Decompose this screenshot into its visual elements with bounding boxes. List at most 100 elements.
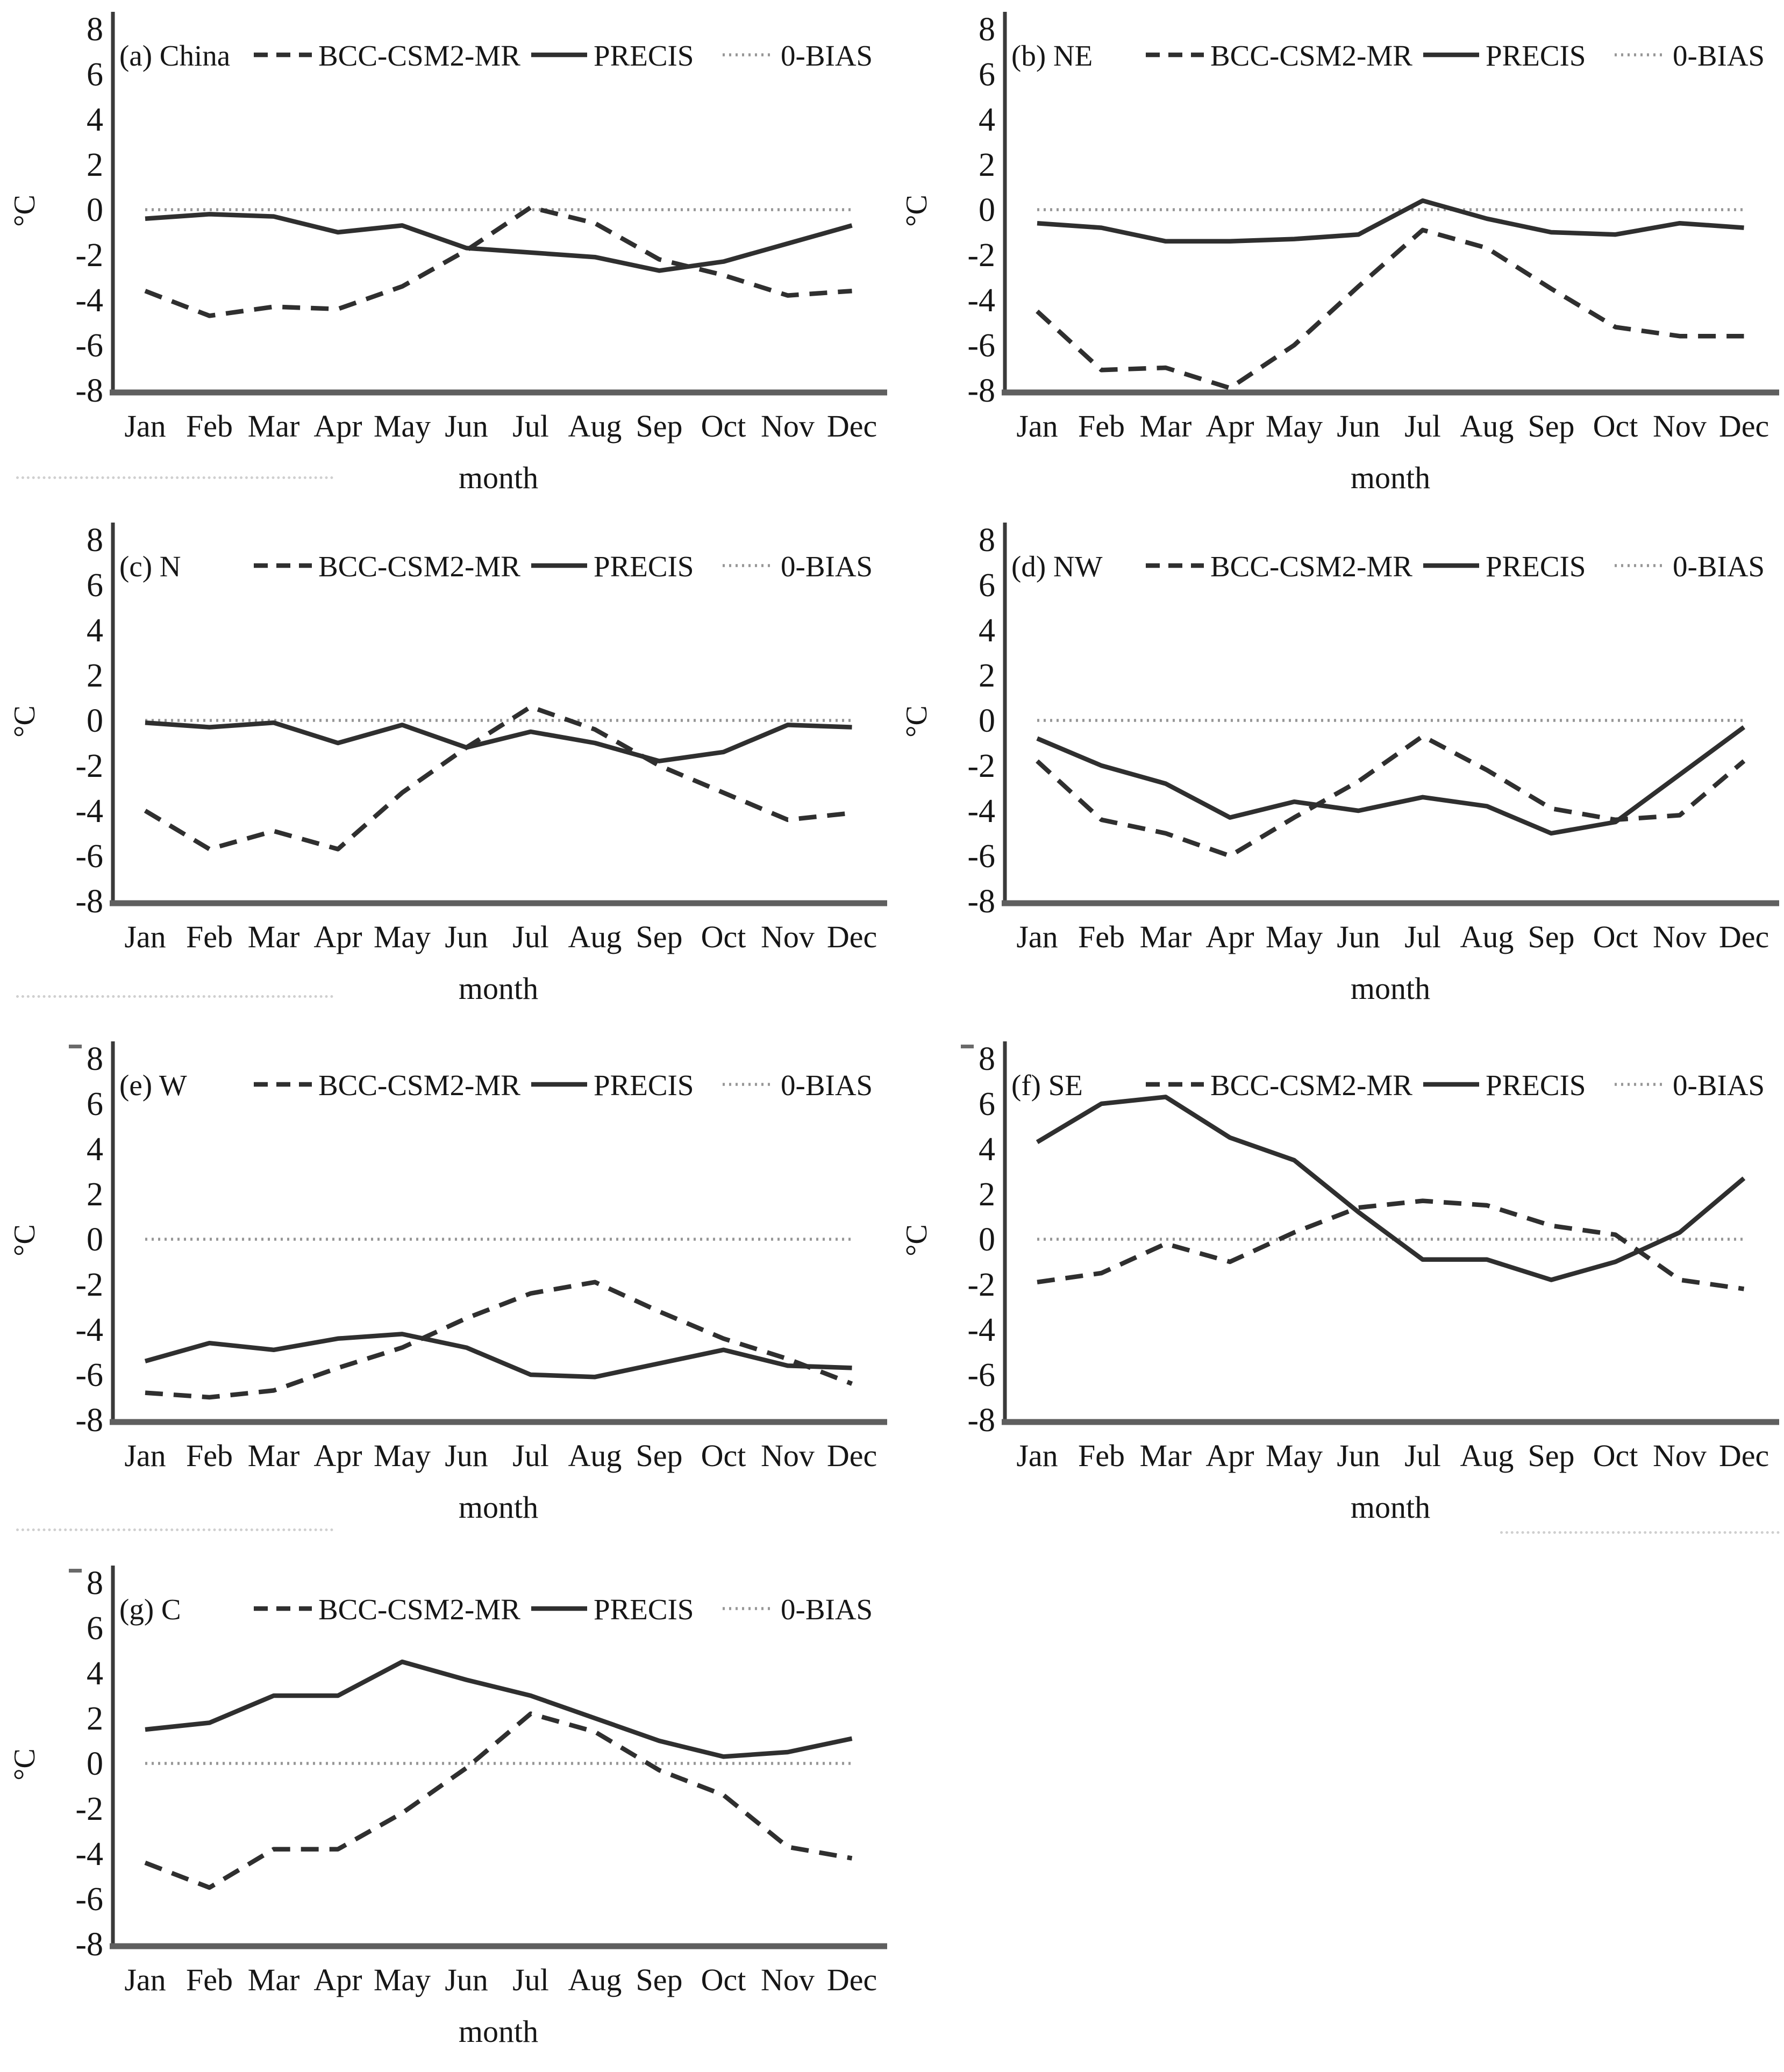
y-axis-title: °C <box>8 1224 41 1256</box>
legend-label: 0-BIAS <box>1673 550 1765 583</box>
x-tick-label: Aug <box>568 1962 622 1997</box>
y-tick-label: 4 <box>87 1131 103 1168</box>
y-tick-label: -6 <box>75 1881 103 1918</box>
y-tick-label: -2 <box>967 237 995 274</box>
x-tick-label: Jan <box>124 919 166 954</box>
artifact-mark <box>961 1045 974 1048</box>
legend-label: 0-BIAS <box>781 550 873 583</box>
precis-line <box>144 1332 852 1380</box>
x-tick-label: Dec <box>827 409 877 444</box>
y-tick-label: 0 <box>979 1221 995 1258</box>
y-axis-title: °C <box>8 705 41 738</box>
y-tick-label: -4 <box>75 1312 103 1348</box>
x-tick-label: Aug <box>568 1438 622 1473</box>
x-tick-label: Apr <box>313 1962 362 1997</box>
x-tick-label: Jul <box>1404 919 1441 954</box>
y-axis-title: °C <box>900 1224 933 1256</box>
x-tick-label: Mar <box>1140 409 1192 444</box>
x-tick-label: Nov <box>1653 409 1707 444</box>
x-tick-label: Nov <box>1653 919 1707 954</box>
y-tick-label: -4 <box>967 282 995 319</box>
y-tick-label: -2 <box>967 748 995 784</box>
legend-label: BCC-CSM2-MR <box>318 1069 520 1102</box>
y-tick-label: 6 <box>979 56 995 93</box>
legend-label: BCC-CSM2-MR <box>318 550 520 583</box>
x-tick-label: Dec <box>827 1438 877 1473</box>
legend-label: BCC-CSM2-MR <box>318 1593 520 1626</box>
x-tick-label: May <box>1266 409 1323 444</box>
artifact-dotted-line <box>16 995 333 998</box>
x-tick-label: Jun <box>1337 919 1380 954</box>
y-tick-label: -6 <box>75 327 103 364</box>
y-tick-label: 6 <box>979 567 995 604</box>
y-tick-label: 0 <box>87 1746 103 1782</box>
x-tick-label: Jun <box>1337 1438 1380 1473</box>
x-tick-label: Oct <box>701 1962 746 1997</box>
bcc-csm2-mr-line <box>1037 1198 1745 1291</box>
artifact-dotted-line <box>16 476 333 479</box>
y-tick-label: 6 <box>979 1086 995 1123</box>
legend-label: BCC-CSM2-MR <box>1210 1069 1412 1102</box>
x-axis-title: month <box>459 460 538 495</box>
legend-label: 0-BIAS <box>781 39 873 72</box>
y-tick-label: 4 <box>979 1131 995 1168</box>
precis-line <box>145 212 853 273</box>
x-tick-label: Oct <box>701 409 746 444</box>
x-tick-label: Jul <box>1404 409 1441 444</box>
x-tick-label: Nov <box>761 409 815 444</box>
x-tick-label: Nov <box>761 1438 815 1473</box>
x-tick-label: Jun <box>445 1962 488 1997</box>
legend-label: PRECIS <box>1486 550 1586 583</box>
x-tick-label: Aug <box>568 919 622 954</box>
x-tick-label: Feb <box>186 1962 233 1997</box>
y-tick-label: -2 <box>967 1267 995 1303</box>
x-tick-label: Oct <box>1593 919 1638 954</box>
x-tick-label: May <box>1266 919 1323 954</box>
y-axis-title: °C <box>8 195 41 227</box>
x-tick-label: Sep <box>1528 919 1575 954</box>
panel-label: (g) C <box>119 1593 181 1626</box>
x-tick-label: Apr <box>313 919 362 954</box>
y-axis-title: °C <box>900 195 933 227</box>
y-tick-label: 2 <box>87 1701 103 1737</box>
x-tick-label: Sep <box>636 409 683 444</box>
y-tick-label: 6 <box>87 567 103 604</box>
y-tick-label: 0 <box>979 192 995 228</box>
y-tick-label: -6 <box>75 838 103 875</box>
chart-canvas: 8 6 4 2 0 -2 -4 -6 -8 °C Jan Feb Mar Apr May Jun Jul Aug S… <box>8 1565 887 2049</box>
x-tick-label: Sep <box>1528 1438 1575 1473</box>
y-tick-label: -2 <box>75 1267 103 1303</box>
legend-label: 0-BIAS <box>1673 1069 1765 1102</box>
x-tick-label: Apr <box>1205 1438 1254 1473</box>
legend-label: PRECIS <box>594 1593 694 1626</box>
panel-f-se-chart: 8 6 4 2 0 -2 -4 -6 -8 °C Jan Feb Mar Apr May Jun Jul Aug S… <box>892 1030 1784 1547</box>
x-tick-label: Nov <box>761 1962 815 1997</box>
bcc-csm2-mr-line <box>144 704 852 852</box>
x-tick-label: Jul <box>512 919 549 954</box>
x-tick-label: Aug <box>1460 409 1514 444</box>
y-tick-label: 0 <box>87 1221 103 1258</box>
x-tick-label: Dec <box>827 1962 877 1997</box>
precis-line <box>1036 725 1746 836</box>
legend-label: PRECIS <box>594 1069 694 1102</box>
y-tick-label: -8 <box>75 883 103 920</box>
x-axis-title: month <box>459 971 538 1006</box>
y-tick-label: 0 <box>87 703 103 739</box>
y-tick-label: -8 <box>967 883 995 920</box>
x-tick-label: Apr <box>313 409 362 444</box>
x-tick-label: Mar <box>1140 919 1192 954</box>
x-tick-label: Sep <box>1528 409 1575 444</box>
y-tick-label: -6 <box>967 838 995 875</box>
legend-label: 0-BIAS <box>781 1593 873 1626</box>
y-tick-label: 8 <box>87 1565 103 1602</box>
y-tick-label: 6 <box>87 1610 103 1647</box>
x-tick-label: May <box>374 409 431 444</box>
x-tick-label: Feb <box>186 1438 233 1473</box>
y-tick-label: -8 <box>967 373 995 409</box>
x-tick-label: Jul <box>512 1962 549 1997</box>
precis-line <box>145 720 852 763</box>
y-tick-label: -4 <box>75 282 103 319</box>
bcc-csm2-mr-line <box>145 1280 853 1400</box>
x-tick-label: Mar <box>248 919 300 954</box>
panel-label: (d) NW <box>1011 550 1103 583</box>
